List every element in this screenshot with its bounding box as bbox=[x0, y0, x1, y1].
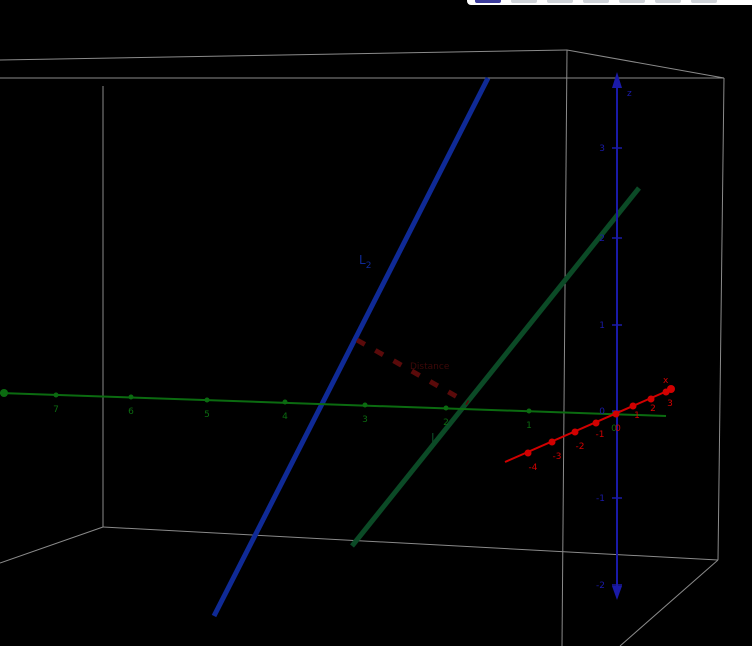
y-tick-label: 6 bbox=[128, 407, 134, 417]
x-tick-mark bbox=[662, 388, 670, 396]
box-edge-top-back bbox=[0, 49, 568, 61]
y-tick-mark bbox=[282, 399, 288, 405]
z-tick-label: 3 bbox=[599, 144, 605, 154]
distance-segment[interactable] bbox=[355, 337, 470, 406]
y-tick-mark bbox=[526, 408, 532, 414]
x-tick-mark bbox=[571, 428, 579, 436]
toolbar-button-5[interactable] bbox=[619, 0, 645, 3]
box-edge-bottom-back bbox=[102, 526, 719, 561]
z-tick-label: 0 bbox=[599, 407, 605, 417]
x-tick-label: 0 bbox=[615, 424, 621, 434]
view-toolbar bbox=[467, 0, 752, 5]
toolbar-button-7[interactable] bbox=[691, 0, 717, 3]
y-tick-mark bbox=[443, 405, 449, 411]
y-tick-mark bbox=[128, 394, 134, 400]
box-edge-bottom-right bbox=[619, 559, 719, 646]
label-l1: L bbox=[431, 431, 438, 445]
z-axis-arrow bbox=[612, 72, 622, 88]
x-tick-label: -1 bbox=[596, 430, 605, 440]
y-tick-mark bbox=[204, 397, 210, 403]
x-tick-mark bbox=[592, 419, 600, 427]
x-tick-mark bbox=[629, 402, 637, 410]
x-tick-label: -3 bbox=[553, 452, 562, 462]
toolbar-button-6[interactable] bbox=[655, 0, 681, 3]
x-tick-mark bbox=[612, 410, 620, 418]
x-axis-line bbox=[504, 387, 675, 463]
z-tick-label: 1 bbox=[599, 321, 605, 331]
line-l2[interactable] bbox=[211, 76, 491, 618]
x-tick-label: 3 bbox=[667, 399, 673, 409]
z-tick-label: 2 bbox=[599, 234, 605, 244]
toolbar-button-3[interactable] bbox=[547, 0, 573, 3]
x-tick-mark bbox=[524, 449, 532, 457]
y-tick-label: 7 bbox=[53, 405, 59, 415]
z-tick-label: -2 bbox=[596, 581, 605, 591]
z-tick-label: -1 bbox=[596, 494, 605, 504]
y-tick-mark bbox=[362, 402, 368, 408]
box-edge-top-right bbox=[566, 49, 725, 79]
toolbar-button-view-3d[interactable] bbox=[475, 0, 501, 3]
x-tick-label: 2 bbox=[650, 404, 656, 414]
x-tick-mark bbox=[548, 438, 556, 446]
y-tick-label: 0 bbox=[611, 424, 617, 434]
x-tick-mark bbox=[647, 395, 655, 403]
label-l2: L2 bbox=[359, 253, 371, 271]
y-tick-label: 1 bbox=[526, 421, 532, 431]
toolbar-button-4[interactable] bbox=[583, 0, 609, 3]
box-edge-right-vertical bbox=[717, 77, 725, 561]
x-tick-label: -2 bbox=[576, 442, 585, 452]
y-axis-line bbox=[0, 392, 667, 417]
line-l1[interactable] bbox=[350, 186, 641, 548]
x-tick-label: 1 bbox=[634, 411, 640, 421]
x-tick-label: -4 bbox=[529, 463, 538, 473]
label-distance: Distance bbox=[410, 362, 450, 372]
y-axis-arrow bbox=[0, 389, 8, 397]
clipping-box bbox=[0, 49, 725, 646]
box-edge-back-vertical bbox=[561, 49, 568, 646]
y-tick-label: 4 bbox=[282, 412, 288, 422]
y-tick-label: 2 bbox=[443, 418, 449, 428]
x-axis-name: x bbox=[663, 376, 669, 386]
y-tick-label: 5 bbox=[204, 410, 210, 420]
box-edge-bottom-left bbox=[0, 526, 104, 564]
y-tick-label: 3 bbox=[362, 415, 368, 425]
z-axis: z 3 2 1 0 -1 -2 bbox=[596, 72, 632, 600]
toolbar-button-2[interactable] bbox=[511, 0, 537, 3]
z-axis-name: z bbox=[627, 89, 632, 99]
y-tick-mark bbox=[53, 392, 59, 398]
z-axis-arrow-bottom bbox=[612, 586, 622, 600]
